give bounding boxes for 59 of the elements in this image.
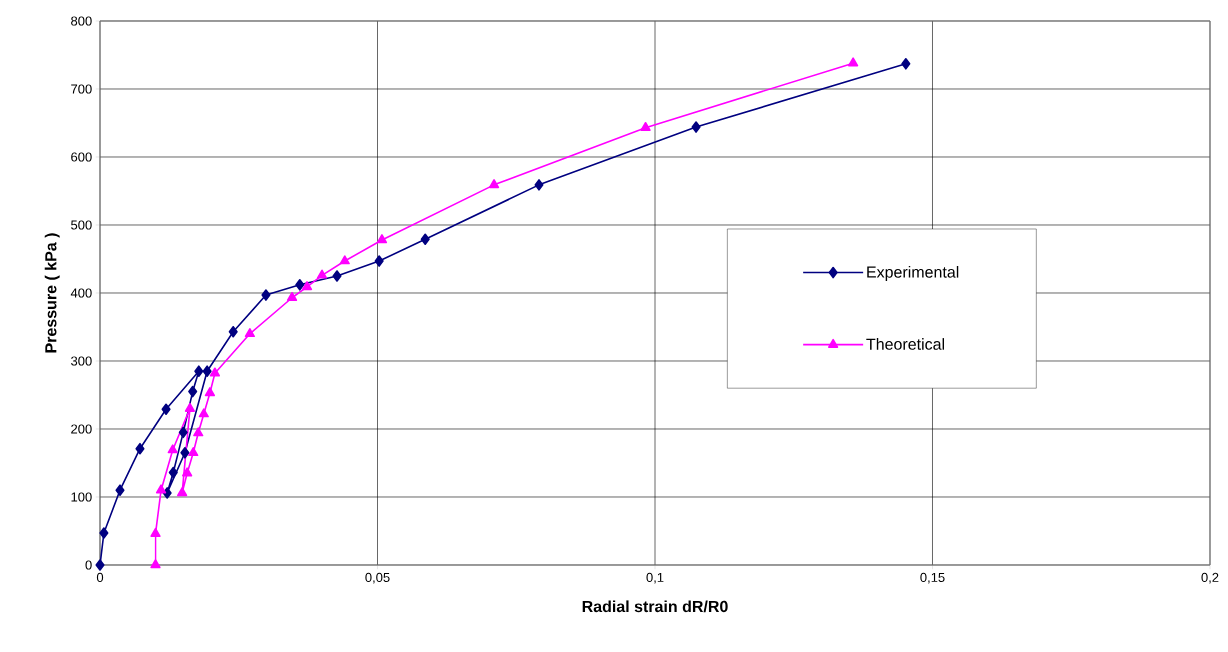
point: [691, 121, 701, 133]
point: [188, 385, 198, 398]
y-tick-label: 700: [71, 84, 92, 94]
y-axis-title: Pressure ( kPa ): [44, 233, 60, 353]
point: [204, 387, 216, 397]
point: [194, 365, 204, 377]
point: [150, 559, 161, 569]
point: [534, 179, 544, 191]
point: [178, 426, 188, 439]
point: [193, 427, 204, 437]
point: [135, 442, 145, 455]
point: [161, 403, 171, 416]
point: [261, 289, 271, 301]
point: [488, 179, 500, 189]
point: [339, 255, 350, 265]
y-tick-label: 0: [85, 560, 92, 570]
x-axis-title: Radial strain dR/R0: [582, 600, 728, 613]
x-tick-label: 0,2: [1201, 572, 1219, 584]
x-tick-label: 0,05: [365, 572, 390, 584]
y-tick-label: 600: [71, 152, 92, 162]
point: [332, 270, 342, 282]
point: [155, 484, 167, 494]
y-tick-label: 500: [71, 220, 92, 230]
point: [374, 255, 384, 267]
point: [177, 487, 188, 497]
y-tick-label: 800: [71, 16, 92, 26]
y-tick-label: 400: [70, 288, 92, 298]
y-tick-label: 100: [71, 492, 92, 502]
point: [198, 408, 209, 418]
legend-label: Theoretical: [866, 338, 945, 350]
point: [286, 291, 298, 302]
point: [168, 466, 178, 479]
point: [420, 233, 430, 246]
point: [376, 234, 388, 244]
point: [202, 365, 212, 377]
x-tick-label: 0,15: [920, 572, 945, 584]
point: [95, 559, 105, 571]
y-tick-label: 200: [71, 424, 92, 434]
point: [184, 402, 196, 412]
y-tick-label: 300: [71, 356, 92, 366]
point: [244, 327, 255, 338]
point: [150, 527, 161, 537]
point: [228, 325, 238, 338]
point: [209, 367, 221, 377]
point: [182, 467, 193, 477]
point: [301, 281, 313, 291]
point: [115, 484, 125, 496]
point: [316, 269, 328, 279]
x-tick-label: 0,1: [646, 572, 664, 584]
point: [901, 58, 911, 70]
point: [167, 444, 178, 454]
point: [180, 446, 190, 459]
point: [848, 57, 859, 67]
point: [640, 121, 651, 132]
point: [188, 446, 199, 457]
point: [295, 279, 305, 291]
x-tick-label: 0: [96, 572, 104, 582]
point: [99, 527, 109, 539]
legend-label: Experimental: [867, 266, 959, 281]
